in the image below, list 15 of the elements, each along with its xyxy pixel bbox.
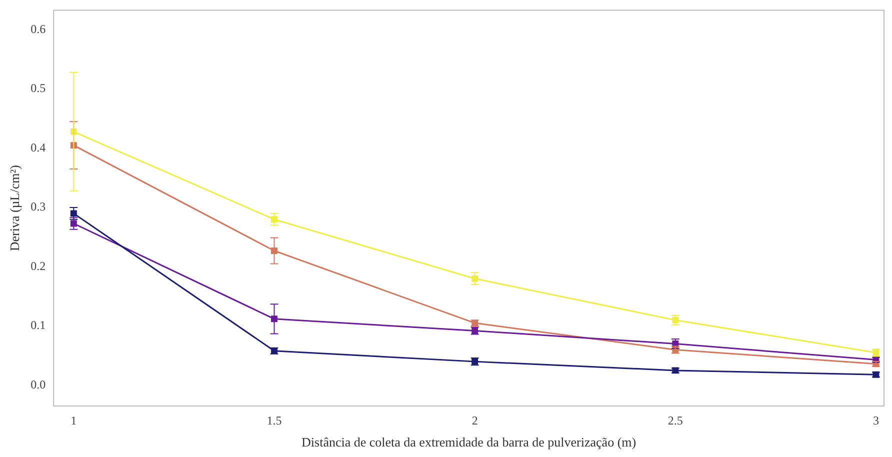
x-tick-label: 2.5 xyxy=(668,413,683,428)
x-axis-title: Distância de coleta da extremidade da barra de pulverização (m) xyxy=(302,434,636,450)
x-tick-label: 2 xyxy=(472,413,478,428)
y-tick-label: 0.4 xyxy=(30,140,46,154)
y-tick-label: 0.0 xyxy=(30,377,46,392)
y-tick-label: 0.1 xyxy=(30,318,46,332)
y-axis-title: Deriva (µL/cm²) xyxy=(7,165,22,252)
x-tick-label: 1.5 xyxy=(266,413,282,428)
y-tick-label: 0.3 xyxy=(30,200,46,214)
x-tick-label: 3 xyxy=(872,413,879,428)
y-tick-label: 0.2 xyxy=(30,258,46,273)
point xyxy=(271,248,278,254)
y-tick-label: 0.6 xyxy=(30,22,46,36)
x-tick-label: 1 xyxy=(70,413,77,428)
y-tick-label: 0.5 xyxy=(30,81,46,96)
